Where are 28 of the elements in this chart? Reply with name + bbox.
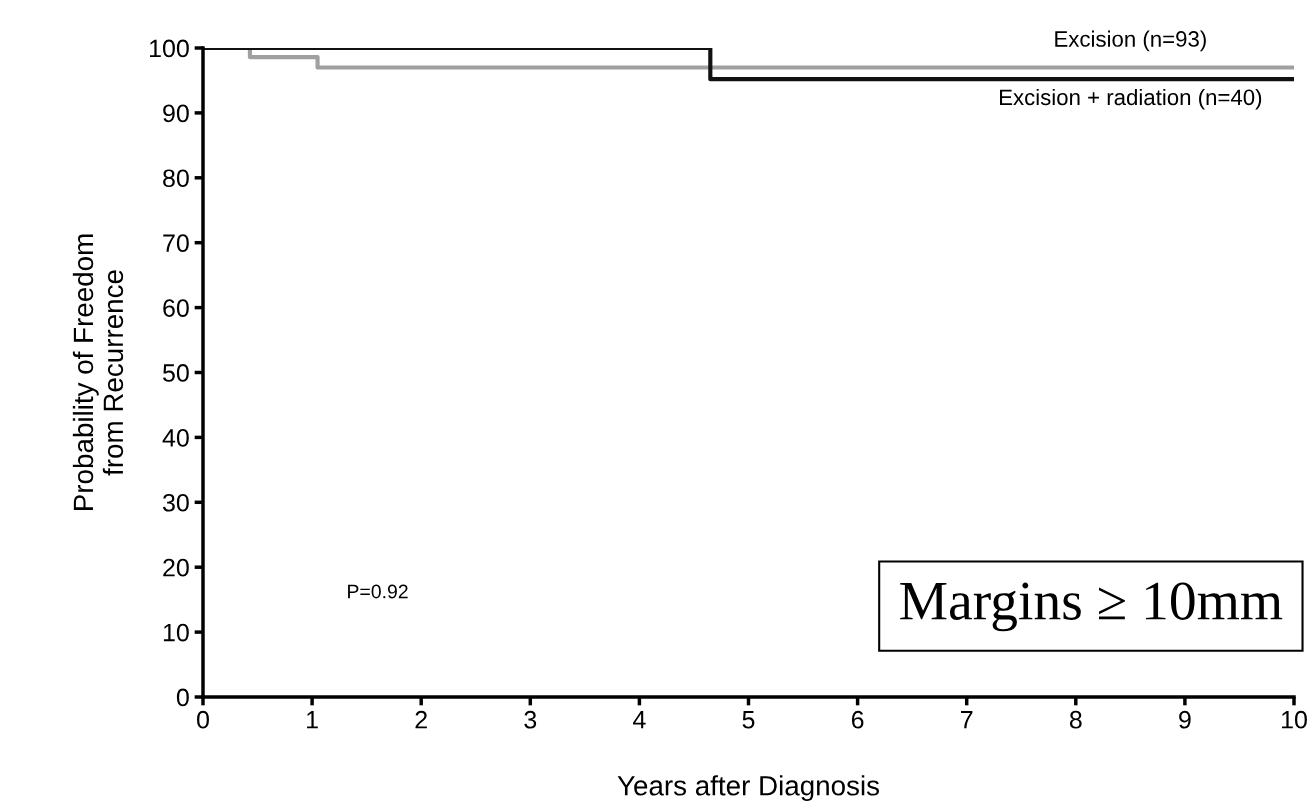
y-tick-label: 70	[163, 234, 189, 252]
series-label: Excision + radiation (n=40)	[1000, 88, 1262, 110]
y-tick-label: 20	[163, 558, 189, 577]
y-tick-label: 80	[163, 169, 189, 188]
y-tick-label: 30	[162, 493, 189, 512]
x-tick-label: 1	[307, 711, 318, 729]
y-tick-label: 10	[163, 623, 189, 642]
annotation: P=0.92	[348, 584, 408, 599]
y-tick-label: 60	[163, 299, 189, 317]
y-tick-label: 40	[162, 429, 189, 447]
y-axis-title: Probability of Freedom from Recurrence	[72, 234, 124, 510]
y-tick-label: 0	[176, 688, 189, 707]
y-tick-label: 90	[163, 104, 189, 123]
series-label: Excision (n=93)	[1055, 30, 1206, 52]
x-tick-label: 7	[961, 711, 973, 729]
y-tick-label: 50	[163, 364, 189, 382]
x-axis-title: Years after Diagnosis	[617, 775, 880, 802]
x-tick-label: 4	[633, 711, 646, 729]
y-tick-label: 100	[150, 39, 189, 58]
x-tick-label: 8	[1069, 710, 1082, 729]
x-tick-label: 9	[1179, 710, 1191, 729]
x-tick-label: 0	[197, 710, 209, 729]
x-tick-label: 5	[742, 711, 755, 729]
annotation: Margins ≥ 10mm	[900, 582, 1283, 632]
x-tick-label: 10	[1282, 710, 1307, 729]
x-tick-label: 6	[851, 710, 864, 729]
x-tick-label: 3	[524, 710, 537, 729]
x-tick-label: 2	[415, 710, 427, 729]
